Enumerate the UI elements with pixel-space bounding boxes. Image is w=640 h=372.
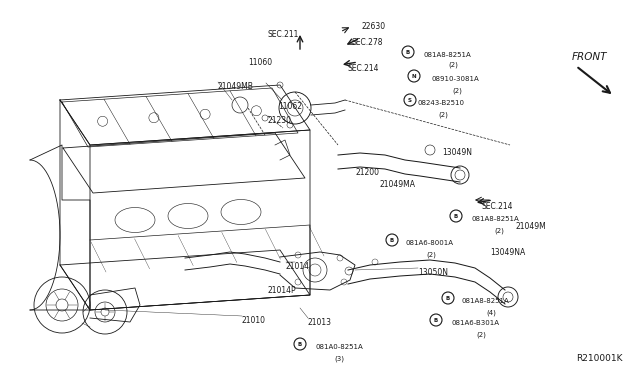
Text: R210001K: R210001K <box>576 354 623 363</box>
Text: 081A0-8251A: 081A0-8251A <box>316 344 364 350</box>
Text: 21200: 21200 <box>356 168 380 177</box>
Text: 21049M: 21049M <box>516 222 547 231</box>
Text: S: S <box>408 97 412 103</box>
Text: SEC.214: SEC.214 <box>348 64 380 73</box>
Text: 21014: 21014 <box>286 262 310 271</box>
Text: 22630: 22630 <box>362 22 386 31</box>
Text: B: B <box>298 341 302 346</box>
Text: FRONT: FRONT <box>572 52 607 62</box>
Text: 13049NA: 13049NA <box>490 248 525 257</box>
Text: 11062: 11062 <box>278 102 302 111</box>
Text: B: B <box>434 317 438 323</box>
Text: 08243-B2510: 08243-B2510 <box>418 100 465 106</box>
Circle shape <box>442 292 454 304</box>
Text: (2): (2) <box>494 227 504 234</box>
Circle shape <box>450 210 462 222</box>
Text: 08910-3081A: 08910-3081A <box>432 76 480 82</box>
Text: 13049N: 13049N <box>442 148 472 157</box>
Text: (2): (2) <box>452 87 462 93</box>
Text: (2): (2) <box>438 111 448 118</box>
Circle shape <box>402 46 414 58</box>
Text: 081A6-B301A: 081A6-B301A <box>452 320 500 326</box>
Text: 21049MB: 21049MB <box>218 82 254 91</box>
Text: (2): (2) <box>476 331 486 337</box>
Text: 081A8-8251A: 081A8-8251A <box>424 52 472 58</box>
Text: 11060: 11060 <box>248 58 272 67</box>
Text: SEC.211: SEC.211 <box>268 30 300 39</box>
Text: 081A8-8251A: 081A8-8251A <box>472 216 520 222</box>
Text: (4): (4) <box>486 309 496 315</box>
Text: (2): (2) <box>426 251 436 257</box>
Text: B: B <box>406 49 410 55</box>
Text: B: B <box>454 214 458 218</box>
Text: SEC.278: SEC.278 <box>352 38 383 47</box>
Text: SEC.214: SEC.214 <box>482 202 513 211</box>
Text: 21010: 21010 <box>242 316 266 325</box>
Text: 081A8-8251A: 081A8-8251A <box>462 298 509 304</box>
Circle shape <box>408 70 420 82</box>
Text: 21014P: 21014P <box>268 286 296 295</box>
Text: 21013: 21013 <box>308 318 332 327</box>
Circle shape <box>294 338 306 350</box>
Circle shape <box>404 94 416 106</box>
Circle shape <box>430 314 442 326</box>
Text: (3): (3) <box>334 355 344 362</box>
Text: B: B <box>390 237 394 243</box>
Text: 21049MA: 21049MA <box>380 180 416 189</box>
Text: 081A6-8001A: 081A6-8001A <box>406 240 454 246</box>
Text: 21230: 21230 <box>268 116 292 125</box>
Text: (2): (2) <box>448 62 458 68</box>
Text: B: B <box>446 295 450 301</box>
Circle shape <box>386 234 398 246</box>
Text: 13050N: 13050N <box>418 268 448 277</box>
Text: N: N <box>412 74 416 78</box>
